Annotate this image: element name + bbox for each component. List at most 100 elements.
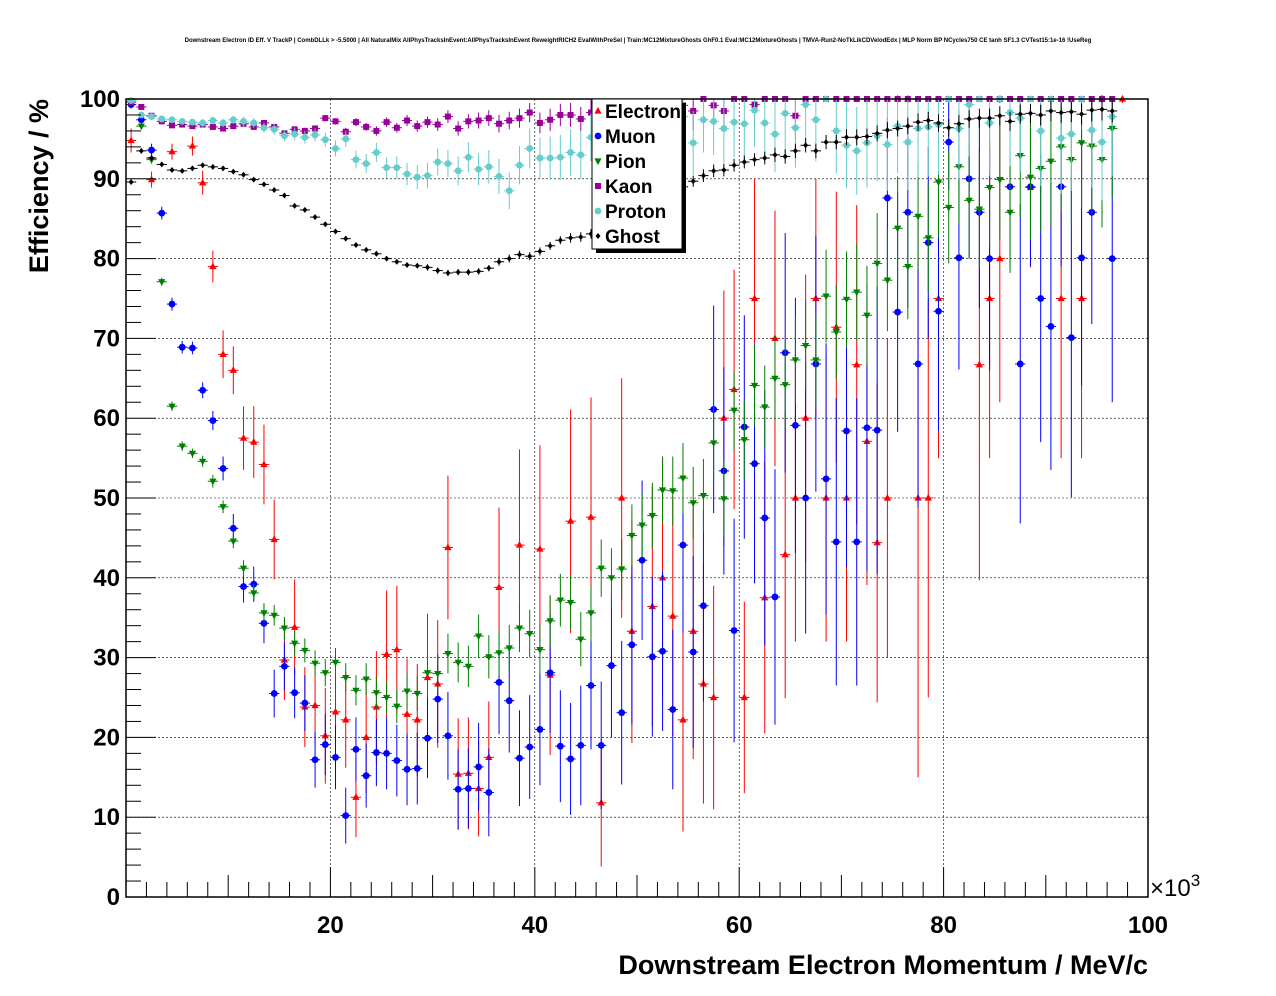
data-point-marker (853, 147, 861, 155)
data-point-marker (241, 171, 247, 178)
data-point-marker (731, 162, 737, 169)
data-point-marker (844, 134, 850, 141)
data-point (524, 102, 535, 123)
data-point-marker (372, 149, 380, 156)
data-point-marker (383, 694, 391, 702)
data-point-marker (476, 268, 482, 275)
data-point (882, 122, 893, 139)
data-point (953, 114, 965, 133)
data-point-marker (791, 357, 800, 365)
data-point-marker (761, 514, 769, 522)
data-point-marker (496, 258, 502, 265)
data-point (371, 126, 382, 136)
data-point-marker (383, 650, 391, 658)
data-point (514, 108, 525, 128)
data-point (759, 151, 770, 165)
y-tick-label: 80 (93, 246, 120, 273)
data-point (820, 343, 832, 615)
axes: 0 10 20 30 40 50 60 70 80 90 100 20 40 60 80 100 (80, 86, 1168, 939)
data-point-marker (128, 178, 134, 185)
data-point-marker (199, 119, 207, 127)
data-point-marker (1108, 255, 1116, 262)
legend-entry-kaon: Kaon (595, 177, 653, 198)
data-point-marker (1088, 126, 1096, 134)
data-point-marker (546, 154, 554, 162)
data-point (728, 371, 740, 450)
data-point-marker (894, 308, 902, 316)
data-point (289, 631, 300, 656)
data-point (217, 125, 229, 132)
data-point-marker (945, 138, 953, 146)
data-point-marker (434, 158, 442, 166)
data-point-marker (1098, 138, 1106, 146)
data-point (504, 254, 515, 263)
data-point-marker (434, 121, 441, 128)
data-point (841, 251, 852, 348)
data-point-marker (628, 532, 636, 540)
data-point-marker (689, 500, 697, 507)
data-point-marker (803, 142, 809, 149)
data-point (299, 675, 310, 732)
data-point (974, 108, 985, 128)
data-point (422, 264, 433, 271)
data-point (647, 482, 658, 549)
data-point-marker (578, 234, 584, 241)
data-point (514, 604, 525, 653)
data-point-marker (495, 173, 503, 180)
data-point (964, 110, 975, 128)
data-point (248, 176, 259, 183)
data-point-marker (547, 242, 553, 249)
data-point-marker (1079, 111, 1085, 118)
data-point-marker (220, 125, 227, 132)
data-point (749, 99, 760, 147)
data-point (238, 406, 249, 471)
data-point (739, 601, 750, 794)
data-point-marker (1057, 134, 1065, 142)
data-point-marker (956, 120, 962, 127)
data-point-marker (352, 745, 360, 753)
data-point (136, 147, 147, 154)
data-point-marker (1048, 107, 1054, 114)
data-point-marker (403, 765, 411, 773)
data-point (177, 441, 188, 451)
x-tick-label: 60 (726, 912, 753, 939)
data-point (371, 676, 382, 709)
data-point (422, 698, 433, 779)
data-point (974, 150, 985, 268)
data-point-marker (1058, 109, 1064, 116)
data-point-marker (454, 167, 462, 175)
data-point-marker (516, 251, 522, 258)
data-point-marker (321, 136, 329, 144)
data-point-marker (771, 375, 779, 383)
data-point-marker (291, 689, 299, 697)
data-point-marker (311, 756, 319, 764)
data-point-marker (343, 235, 349, 242)
data-point-marker (138, 103, 145, 110)
data-point (851, 129, 862, 146)
y-tick-label: 60 (93, 405, 120, 432)
data-point (575, 612, 586, 667)
data-point-marker (700, 172, 706, 179)
data-point (810, 314, 821, 406)
data-point-marker (597, 741, 605, 749)
data-point-marker (648, 512, 656, 520)
data-point-marker (505, 187, 513, 195)
data-point (728, 518, 740, 743)
legend-entry-pion: Pion (594, 152, 646, 173)
data-point-marker (270, 690, 278, 697)
data-point-marker (873, 426, 881, 434)
data-point (493, 158, 505, 194)
data-point (391, 156, 402, 179)
data-point-marker (321, 670, 329, 677)
data-point-marker (413, 765, 421, 772)
data-point (575, 685, 586, 806)
data-point-marker (792, 147, 798, 154)
data-point-marker (700, 116, 707, 124)
data-point (872, 125, 883, 142)
data-point (442, 475, 454, 620)
data-point-marker (240, 583, 247, 590)
data-point-marker (587, 682, 595, 689)
data-point-marker (485, 789, 493, 796)
data-point (361, 743, 372, 808)
data-point-marker (996, 254, 1004, 262)
